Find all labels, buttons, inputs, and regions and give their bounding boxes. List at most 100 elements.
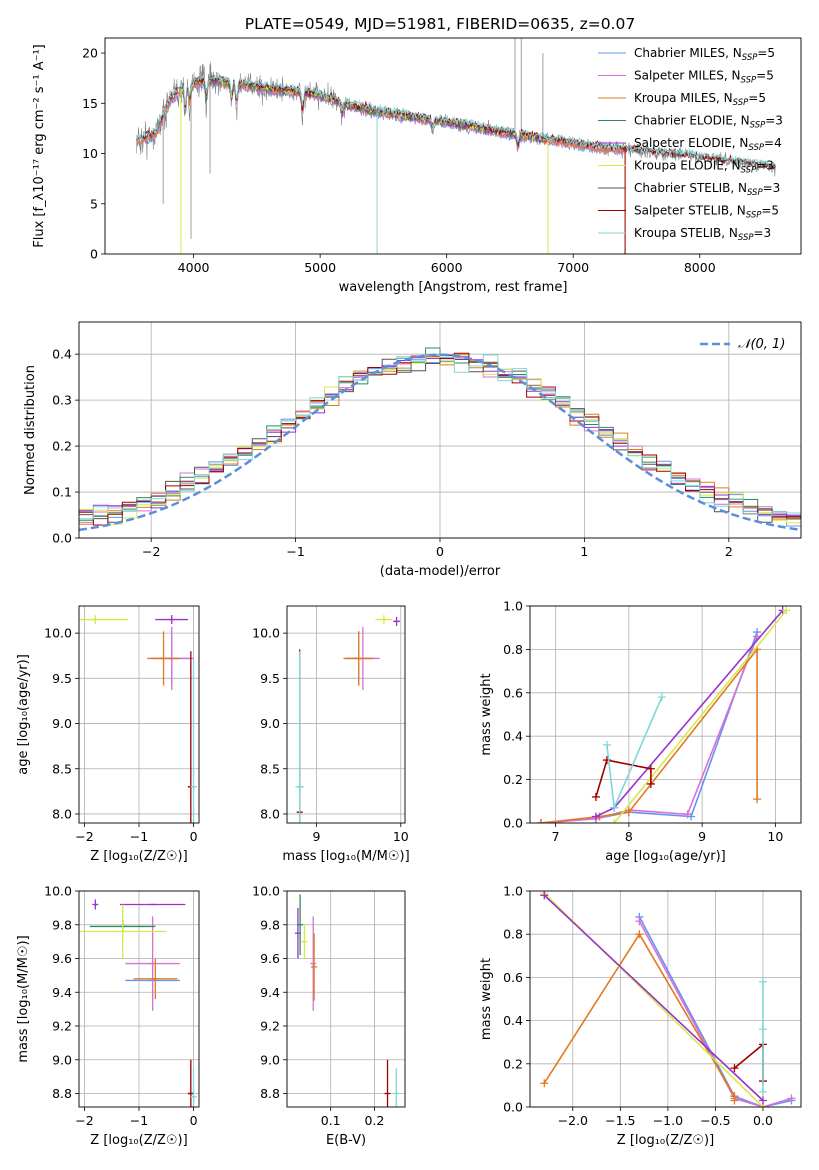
x-tick-label: −2.0 (558, 1113, 588, 1128)
legend-entry: Salpeter MILES, NSSP=5 (634, 69, 774, 86)
plus-marker (624, 808, 633, 817)
x-tick-label: 10 (393, 829, 409, 844)
y-tick-label: 0.1 (52, 485, 72, 500)
x-tick-label: 0 (190, 829, 198, 844)
legend-entry: Chabrier ELODIE, NSSP=3 (634, 114, 783, 131)
x-axis-label: Z [log₁₀(Z/Z☉)] (90, 849, 187, 864)
plot-area (295, 615, 400, 823)
plus-marker (602, 740, 611, 749)
y-tick-label: 0.4 (503, 1013, 523, 1028)
legend-entry: Chabrier MILES, NSSP=5 (634, 46, 775, 63)
histogram-chab_elodie (79, 347, 801, 521)
y-axis-label: mass [log₁₀(M/M☉)] (16, 935, 31, 1062)
x-tick-label: −1.5 (605, 1113, 635, 1128)
y-tick-label: 15 (82, 96, 98, 111)
plus-marker (646, 779, 655, 788)
y-tick-label: 9.6 (52, 951, 72, 966)
plus-marker (787, 1094, 796, 1103)
spectrum-legend: Chabrier MILES, NSSP=5 Salpeter MILES, NS… (598, 46, 783, 243)
mass-weight-line-salp_miles (638, 920, 792, 1107)
axes-frame (529, 605, 802, 824)
plus-marker (610, 803, 619, 812)
plot-area (536, 606, 791, 823)
plus-marker (753, 795, 762, 804)
y-tick-label: 1.0 (503, 599, 523, 614)
y-tick-label: 0.8 (503, 927, 523, 942)
mass-weight-line-krou_stelib (606, 696, 663, 811)
residuals-panel: −2 −1 0 1 2 0.0 0.1 0.2 0.3 0.4 (data-model)/error… (23, 321, 802, 579)
normal-curve (79, 353, 801, 532)
histogram-salp_stelib (79, 352, 801, 526)
x-axis-label: (data-model)/error (380, 564, 501, 579)
plot-area (79, 615, 197, 823)
y-axis-label: mass weight (479, 958, 494, 1040)
legend-entry: Chabrier STELIB, NSSP=3 (634, 181, 780, 198)
mass-vs-ebv-panel: 0.1 0.2 8.8 9.0 9.2 9.4 9.6 9.8 10.0 E(B-V) (252, 884, 406, 1148)
plus-marker (758, 1025, 767, 1034)
x-tick-label: 0.0 (753, 1113, 773, 1128)
y-tick-label: 9.2 (52, 1019, 72, 1034)
y-tick-label: 9.0 (52, 1052, 72, 1067)
model-line-krou_stelib (136, 73, 776, 168)
y-tick-label: 9.5 (52, 671, 72, 686)
histogram-chab_stelib (79, 355, 801, 523)
y-tick-label: 0.4 (503, 729, 523, 744)
y-tick-label: 0.2 (503, 1056, 523, 1071)
y-axis-label: mass weight (479, 673, 494, 755)
y-axis-label: age [log₁₀(age/yr)] (16, 654, 31, 775)
mass-weight-line-salp_stelib (595, 759, 652, 798)
plus-marker (540, 891, 549, 900)
plus-marker (635, 917, 644, 926)
y-tick-label: 10 (82, 146, 98, 161)
y-tick-label: 0.2 (503, 772, 523, 787)
y-tick-label: 5 (90, 196, 98, 211)
x-tick-label: 10 (767, 829, 783, 844)
y-tick-label: 0.0 (503, 1100, 523, 1115)
y-tick-label: 0.8 (503, 642, 523, 657)
y-tick-label: 9.8 (52, 917, 72, 932)
x-axis-label: Z [log₁₀(Z/Z☉)] (617, 1133, 714, 1148)
plus-marker (540, 1079, 549, 1088)
y-tick-label: 9.5 (260, 671, 280, 686)
y-tick-label: 0.2 (52, 439, 72, 454)
mass-weight-line-salp_elodie (543, 894, 764, 1102)
x-tick-label: −0.5 (700, 1113, 730, 1128)
y-tick-label: 20 (82, 46, 98, 61)
x-tick-label: 6000 (431, 260, 463, 275)
y-tick-label: 10.0 (44, 884, 72, 899)
y-tick-label: 8.0 (52, 806, 72, 821)
mass-vs-metallicity-panel: −2 −1 0 8.8 9.0 9.2 9.4 9.6 9.8 10.0 Z [log₁₀(Z/Z☉… (16, 884, 200, 1148)
y-tick-label: 0.0 (503, 816, 523, 831)
x-axis-label: wavelength [Angstrom, rest frame] (339, 280, 568, 295)
axes-frame (286, 890, 406, 1108)
plus-marker (730, 1096, 739, 1105)
plus-marker (610, 819, 619, 823)
y-tick-label: 0.0 (52, 531, 72, 546)
mass-weight-vs-age-panel: 7 8 9 10 0.0 0.2 0.4 0.6 0.8 1.0 age [log₁₀(age/yr… (479, 599, 802, 864)
x-tick-label: 1 (580, 544, 588, 559)
plot-area (136, 38, 776, 254)
x-tick-label: 4000 (178, 260, 210, 275)
plus-marker (758, 977, 767, 986)
plot-area (79, 347, 801, 532)
mass-weight-line-chab_miles (638, 916, 792, 1107)
x-tick-label: −1.0 (653, 1113, 683, 1128)
x-tick-label: −1 (286, 544, 304, 559)
y-tick-label: 8.8 (260, 1086, 280, 1101)
x-tick-label: −1 (130, 1113, 148, 1128)
y-tick-label: 10.0 (252, 884, 280, 899)
plus-marker (602, 756, 611, 765)
x-axis-label: Z [log₁₀(Z/Z☉)] (90, 1133, 187, 1148)
y-tick-label: 0.6 (503, 970, 523, 985)
y-axis-label: Flux [f_λ10⁻¹⁷ erg cm⁻² s⁻¹ A⁻¹] (32, 44, 47, 248)
mass-weight-line-salp_stelib (733, 1042, 764, 1082)
plot-area (540, 891, 796, 1107)
y-tick-label: 8.0 (260, 806, 280, 821)
legend-entry: 𝒩(0, 1) (738, 337, 785, 352)
x-axis-label: E(B-V) (326, 1133, 366, 1148)
axes-frame (529, 890, 802, 1108)
x-tick-label: 8 (625, 829, 633, 844)
y-tick-label: 10.0 (252, 626, 280, 641)
y-tick-label: 9.0 (52, 716, 72, 731)
legend-entry: Kroupa STELIB, NSSP=3 (634, 226, 771, 243)
